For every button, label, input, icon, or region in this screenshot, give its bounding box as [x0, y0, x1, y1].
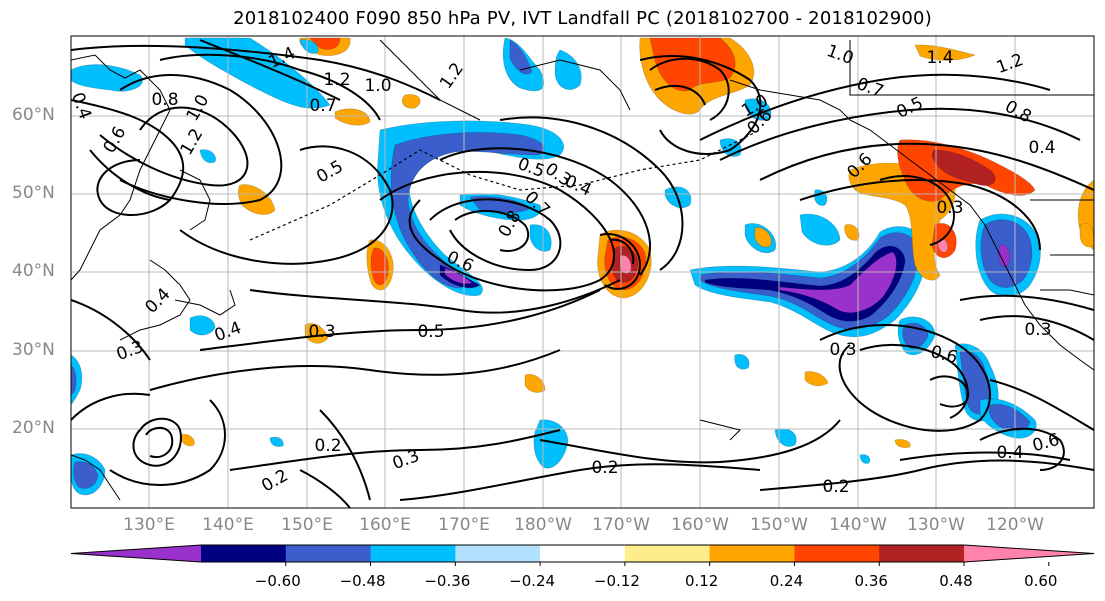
lat-label: 60°N — [12, 105, 55, 125]
colorbar-segment — [201, 545, 287, 562]
contour-label: 1.4 — [926, 48, 953, 68]
pv-shaded-region — [71, 64, 143, 92]
pv-shaded-region — [799, 213, 841, 246]
pv-shaded-region — [533, 419, 569, 469]
lon-label: 180°W — [514, 515, 572, 535]
contour-label: 0.4 — [996, 443, 1023, 463]
contour-label: 0.3 — [829, 340, 856, 360]
pv-shaded-region — [931, 149, 996, 186]
contour-label: 0.4 — [1028, 138, 1055, 158]
pv-shaded-region — [309, 37, 341, 50]
lon-label: 150°W — [750, 515, 808, 535]
dateline-boundary — [249, 129, 761, 241]
colorbar-tick-label: 0.12 — [684, 572, 719, 590]
colorbar-high-extend — [964, 545, 1094, 562]
pv-shaded-region — [998, 244, 1010, 267]
contour-label: 0.5 — [417, 322, 444, 342]
colorbar-low-extend — [71, 545, 201, 562]
pv-shaded-region — [524, 374, 546, 393]
pv-shaded-region — [804, 371, 829, 387]
pv-shaded-region — [649, 37, 736, 92]
pv-shaded-region — [779, 251, 897, 313]
lon-label: 140°W — [829, 515, 887, 535]
colorbar-tick-label: 0.24 — [769, 572, 804, 590]
colorbar-segment — [370, 545, 456, 562]
pv-shaded-region — [509, 39, 533, 75]
colorbar-tick-label: 0.48 — [939, 572, 973, 590]
contour-label: 0.7 — [309, 96, 336, 116]
pv-shaded-region — [71, 364, 77, 396]
map-title: 2018102400 F090 850 hPa PV, IVT Landfall… — [233, 8, 932, 29]
pv-shaded-region — [859, 454, 871, 464]
colorbar-segment — [540, 545, 626, 562]
lon-label: 170°W — [592, 515, 650, 535]
lon-label: 160°E — [359, 515, 411, 535]
lon-label: 150°E — [281, 515, 333, 535]
pv-shaded-region — [390, 132, 545, 289]
pv-shaded-region — [894, 439, 911, 448]
pv-shaded-region — [299, 39, 319, 54]
lon-label: 140°E — [202, 515, 254, 535]
colorbar-outline — [70, 544, 1095, 563]
colorbar-segment — [624, 545, 711, 562]
lat-label: 50°N — [12, 183, 55, 203]
pv-shaded-region — [734, 354, 750, 370]
pv-shaded-region — [199, 149, 216, 164]
colorbar-segment — [285, 545, 372, 562]
pv-shaded-region — [744, 98, 772, 121]
pv-shaded-region — [529, 224, 552, 252]
lon-label: 130°E — [123, 515, 175, 535]
lon-label: 160°W — [671, 515, 729, 535]
pv-shaded-region — [179, 433, 195, 447]
pv-shaded-region — [334, 108, 371, 126]
contour-label: 0.3 — [936, 198, 963, 218]
lat-label: 40°N — [12, 261, 55, 281]
colorbar-segment — [709, 545, 795, 562]
pv-shaded-region — [988, 404, 1031, 431]
colorbar-tick-label: −0.12 — [593, 572, 640, 590]
pv-shaded-region — [269, 436, 284, 447]
colorbar-tick-label: −0.48 — [339, 572, 386, 590]
colorbar-segment — [455, 545, 541, 562]
lat-label: 30°N — [12, 340, 55, 360]
contour-label: 0.8 — [151, 90, 178, 110]
pv-shaded-region — [73, 461, 99, 489]
pv-shaded-region — [304, 323, 329, 344]
colorbar — [70, 544, 1095, 566]
contour-label: 0.3 — [1024, 320, 1051, 340]
pv-shaded-region — [754, 227, 772, 248]
colorbar-segment — [794, 545, 880, 562]
lon-label: 170°E — [438, 515, 490, 535]
lon-label: 120°W — [986, 515, 1044, 535]
coastlines — [71, 39, 1094, 501]
colorbar-tick-label: −0.36 — [424, 572, 471, 590]
contour-label: 0.2 — [314, 436, 341, 456]
contour-label: 0.2 — [591, 458, 618, 478]
colorbar-tick-label: −0.60 — [254, 572, 301, 590]
contour-label: 0.3 — [308, 322, 335, 342]
colorbar-tick-label: −0.24 — [509, 572, 556, 590]
pv-shaded-region — [401, 94, 421, 109]
pv-shaded-region — [914, 44, 976, 61]
colorbar-tick-label: 0.60 — [1024, 572, 1058, 590]
colorbar-tick-label: 0.36 — [854, 572, 888, 590]
contour-label: 1.2 — [323, 70, 350, 90]
contour-label: 1.0 — [364, 76, 391, 96]
contour-label: 0.2 — [822, 477, 849, 497]
pv-shaded-region — [189, 315, 216, 336]
lon-label: 130°W — [907, 515, 965, 535]
ivt-contours — [71, 39, 1094, 508]
colorbar-segment — [879, 545, 965, 562]
pv-shading — [71, 37, 1094, 496]
lat-label: 20°N — [12, 418, 55, 438]
